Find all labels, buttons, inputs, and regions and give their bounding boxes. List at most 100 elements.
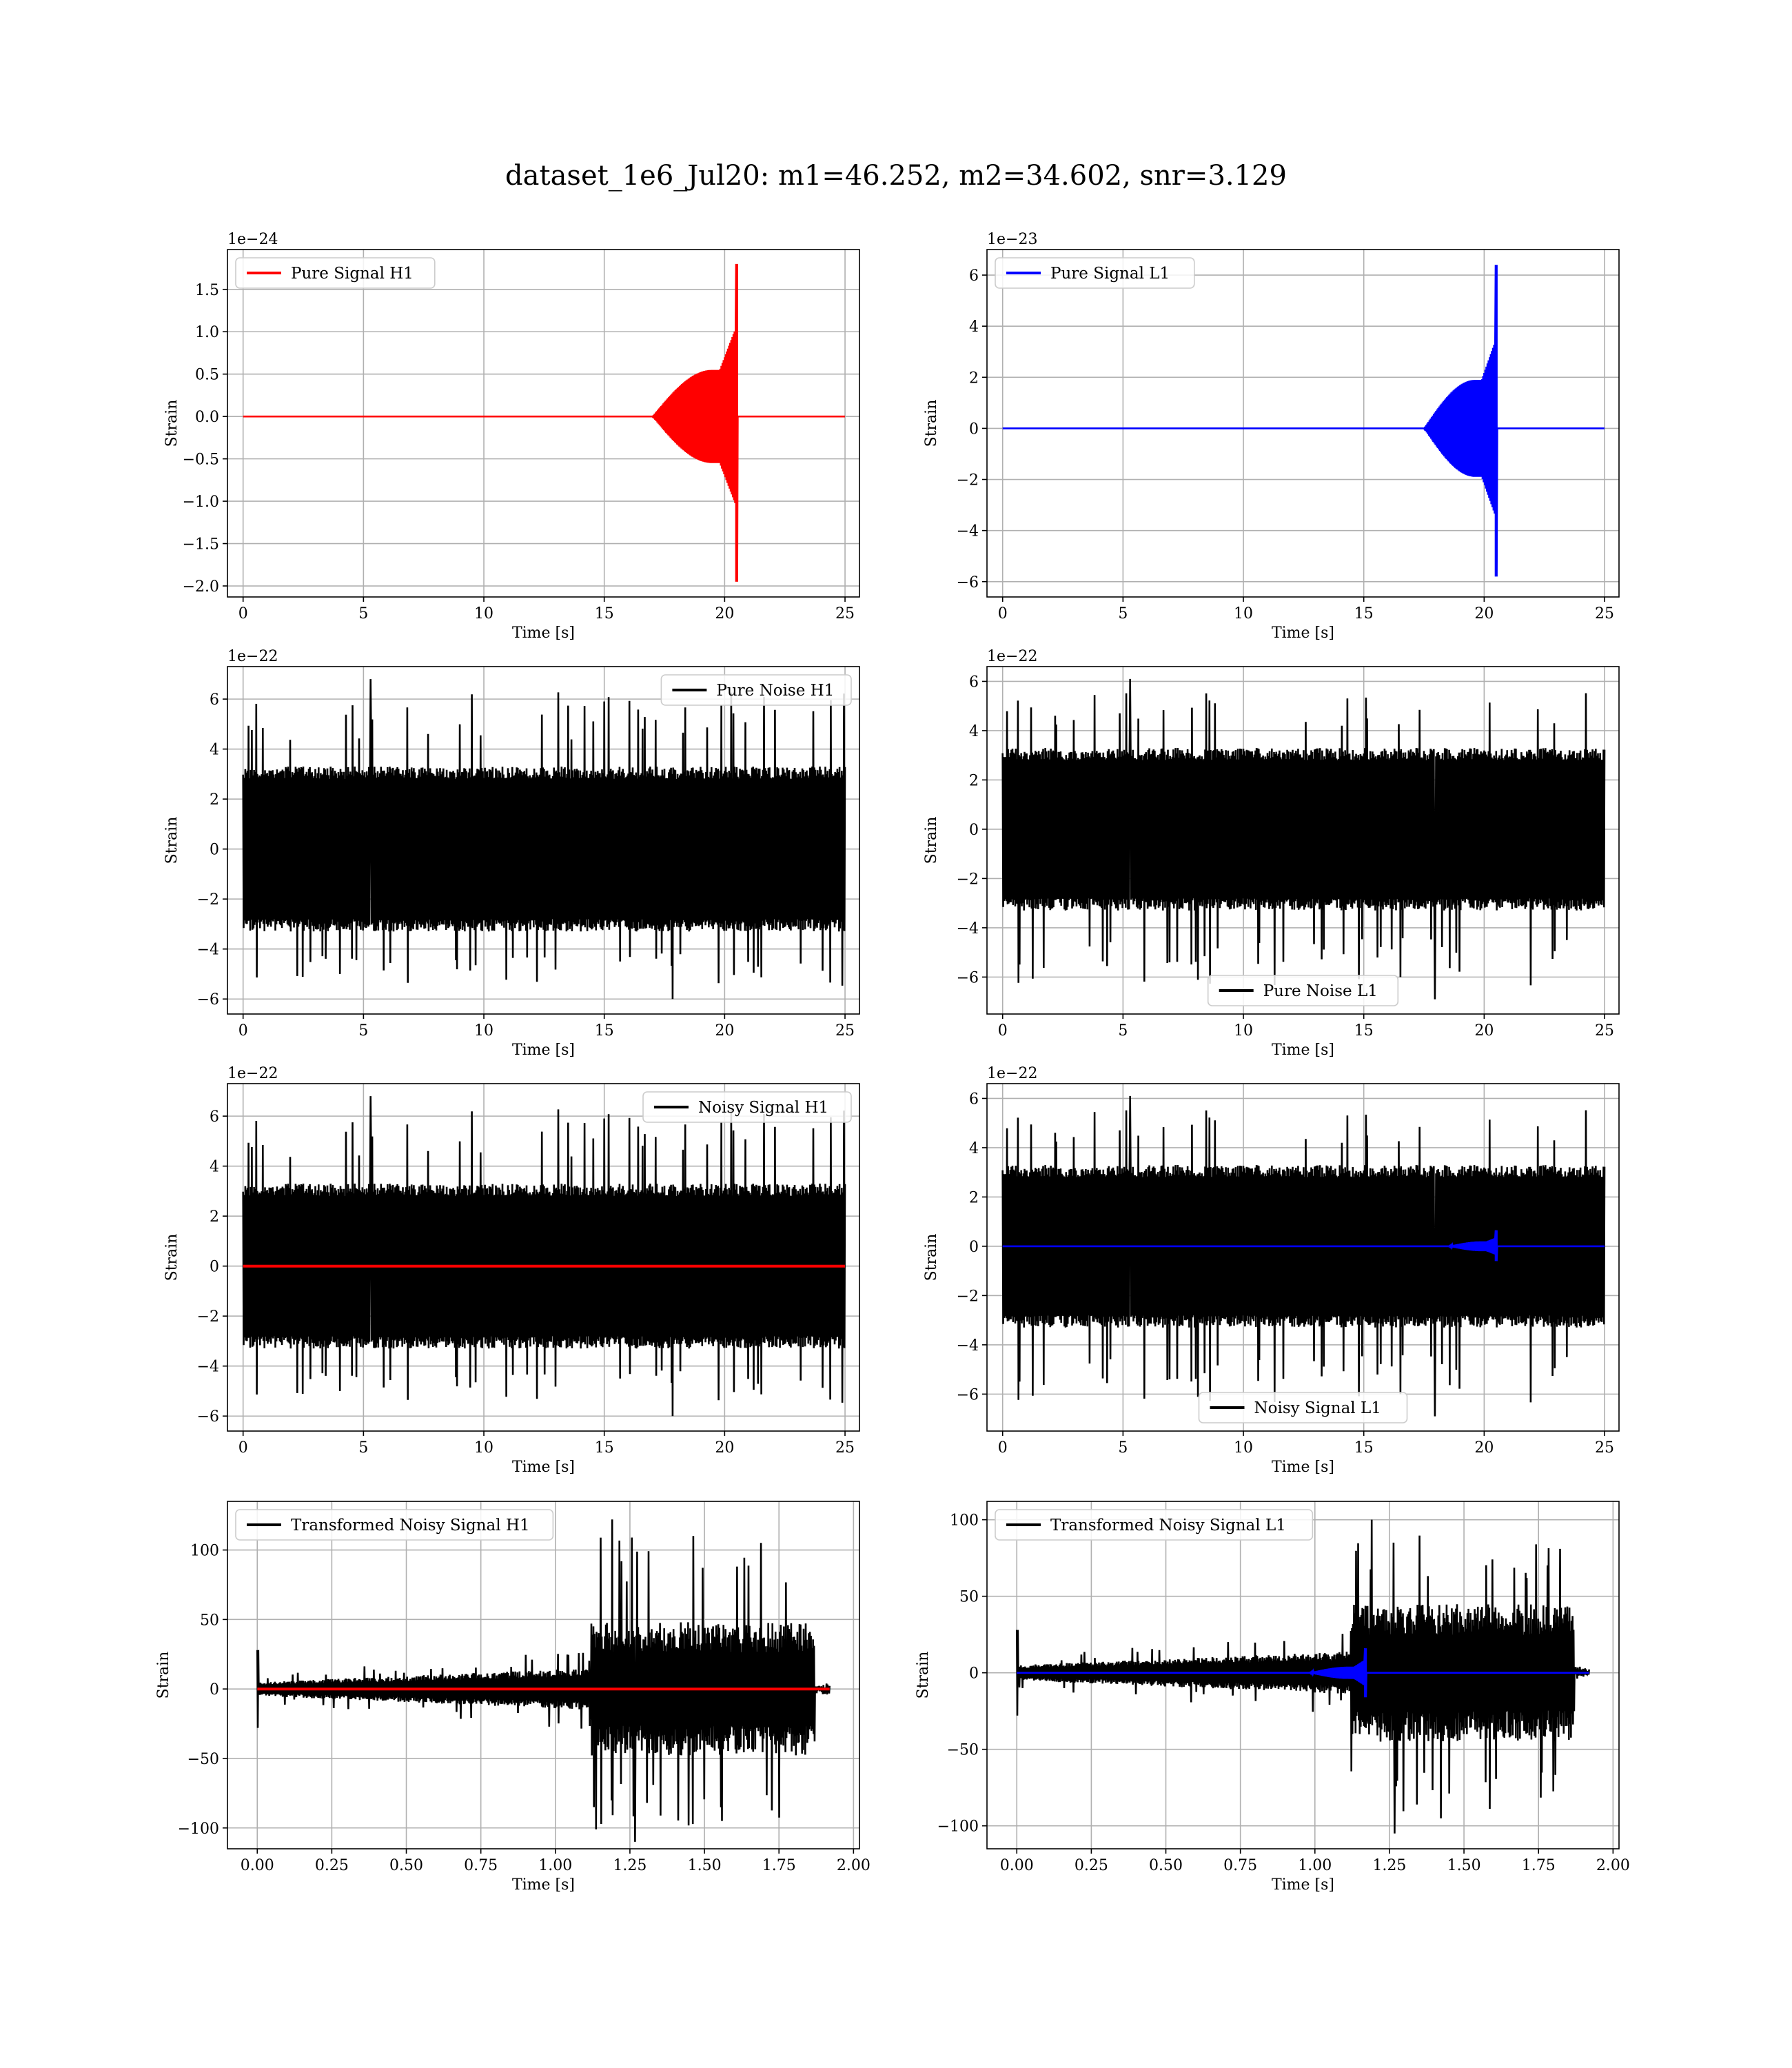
legend: Pure Noise H1: [660, 674, 852, 706]
x-tick-label: 0.50: [1149, 1857, 1183, 1874]
y-tick-label: 0: [969, 822, 979, 839]
series-line-pure-signal-l1: [1002, 265, 1605, 577]
x-tick-label: 1.75: [762, 1857, 796, 1874]
y-tick-label: −2: [197, 891, 219, 909]
x-tick-label: 0: [238, 1022, 248, 1040]
x-tick-label: 10: [1234, 605, 1253, 622]
x-tick-label: 25: [1595, 605, 1614, 622]
y-offset-label: 1e−24: [227, 231, 278, 248]
x-tick-label: 15: [595, 1439, 614, 1457]
y-tick-label: −6: [957, 1386, 979, 1403]
x-tick-label: 0.25: [315, 1857, 349, 1874]
axes-frame: [227, 666, 860, 1015]
figure-title: dataset_1e6_Jul20: m1=46.252, m2=34.602,…: [505, 160, 1287, 192]
y-axis-label: Strain: [163, 817, 181, 864]
y-tick-label: −6: [957, 574, 979, 591]
x-tick-label: 25: [835, 1439, 855, 1457]
y-tick-label: −4: [957, 523, 979, 540]
y-tick-label: −6: [197, 991, 219, 1008]
series-line-pure-signal-h1: [243, 263, 845, 582]
series-line-transformed-noisy-signal-l1: [1016, 1519, 1590, 1834]
legend: Noisy Signal L1: [1198, 1392, 1408, 1423]
series-line-noisy-signal-l1: [1001, 1095, 1606, 1417]
x-tick-label: 10: [474, 1439, 493, 1457]
y-axis-label: Strain: [163, 400, 181, 447]
series-line-transformed-noisy-signal-h1: [256, 1519, 831, 1842]
x-axis-label: Time [s]: [1272, 1459, 1334, 1476]
y-tick-label: −4: [197, 1359, 219, 1376]
legend-box: [1198, 1392, 1408, 1423]
x-axis-label: Time [s]: [1272, 625, 1334, 642]
y-tick-label: 1.5: [195, 282, 219, 299]
y-tick-label: 100: [950, 1512, 979, 1530]
x-tick-label: 10: [474, 605, 493, 622]
x-tick-label: 25: [1595, 1439, 1614, 1457]
y-tick-label: −50: [187, 1751, 219, 1768]
series-line-pure-noise-l1: [1001, 678, 1606, 1000]
legend-entry: Pure Noise L1: [1263, 982, 1378, 1000]
x-tick-label: 10: [474, 1022, 493, 1040]
y-tick-label: −2: [957, 472, 979, 489]
y-tick-label: −4: [957, 1337, 979, 1355]
x-axis-label: Time [s]: [512, 1459, 575, 1476]
legend-entry: Pure Noise H1: [716, 682, 834, 700]
legend-entry: Pure Signal L1: [1050, 265, 1170, 283]
y-tick-label: 1.0: [195, 324, 219, 341]
y-offset-label: 1e−22: [227, 1065, 278, 1082]
x-tick-label: 10: [1234, 1022, 1253, 1040]
y-tick-label: −4: [957, 920, 979, 937]
y-tick-label: 6: [969, 267, 979, 285]
x-tick-label: 5: [1118, 1439, 1128, 1457]
legend-box: [995, 257, 1195, 289]
x-tick-label: 1.25: [613, 1857, 646, 1874]
x-tick-label: 1.00: [1298, 1857, 1332, 1874]
y-tick-label: −1.0: [183, 494, 219, 511]
y-axis-label: Strain: [923, 1234, 940, 1281]
y-tick-label: 0: [210, 1681, 219, 1699]
x-tick-label: 5: [358, 1439, 368, 1457]
legend-box: [235, 1509, 554, 1541]
y-offset-label: 1e−22: [227, 648, 278, 665]
axes-frame: [986, 1501, 1620, 1849]
x-tick-label: 15: [1354, 1439, 1374, 1457]
series-line-overlay-1: [1002, 1230, 1605, 1261]
legend: Pure Signal H1: [235, 257, 436, 289]
y-tick-label: −4: [197, 942, 219, 959]
y-tick-label: −50: [947, 1742, 979, 1759]
y-tick-label: 6: [969, 673, 979, 691]
y-tick-label: −1.5: [183, 536, 219, 554]
x-axis-label: Time [s]: [1272, 1042, 1334, 1059]
series-line-overlay-1: [1017, 1648, 1589, 1698]
axes-frame: [227, 1083, 860, 1432]
x-tick-label: 15: [1354, 1022, 1374, 1040]
x-tick-label: 1.75: [1522, 1857, 1556, 1874]
legend: Transformed Noisy Signal L1: [995, 1509, 1314, 1541]
panel-pure-signal-l1: 0 5 10 15 20 25 −6 −4 −2 0 2 4 6 Time [s] Strain 1e−23 P…: [923, 231, 1620, 642]
legend-box: [660, 674, 852, 706]
y-tick-label: −2.0: [183, 578, 219, 596]
y-tick-label: −2: [957, 871, 979, 888]
x-tick-label: 15: [595, 1022, 614, 1040]
y-tick-label: 0.0: [195, 409, 219, 426]
series-line-pure-noise-h1: [242, 679, 846, 1000]
x-tick-label: 0.75: [464, 1857, 498, 1874]
x-tick-label: 5: [1118, 605, 1128, 622]
x-tick-label: 5: [1118, 1022, 1128, 1040]
panel-noisy-signal-h1: 0 5 10 15 20 25 −6 −4 −2 0 2 4 6 Time [s] Strain 1e−22 N…: [163, 1065, 860, 1476]
x-tick-label: 1.50: [1447, 1857, 1481, 1874]
legend-entry: Transformed Noisy Signal H1: [291, 1517, 530, 1534]
legend-entry: Noisy Signal H1: [698, 1099, 828, 1117]
x-tick-label: 20: [715, 1439, 734, 1457]
y-tick-label: 0.5: [195, 367, 219, 384]
y-tick-label: 100: [190, 1543, 219, 1560]
x-tick-label: 0.00: [1000, 1857, 1034, 1874]
legend: Noisy Signal H1: [642, 1091, 852, 1123]
legend: Pure Noise L1: [1207, 975, 1399, 1006]
y-tick-label: −2: [197, 1308, 219, 1326]
legend-entry: Transformed Noisy Signal L1: [1050, 1517, 1286, 1534]
x-tick-label: 25: [835, 605, 855, 622]
x-tick-label: 0.75: [1223, 1857, 1257, 1874]
y-tick-label: 4: [969, 723, 979, 740]
x-tick-label: 0.50: [389, 1857, 423, 1874]
